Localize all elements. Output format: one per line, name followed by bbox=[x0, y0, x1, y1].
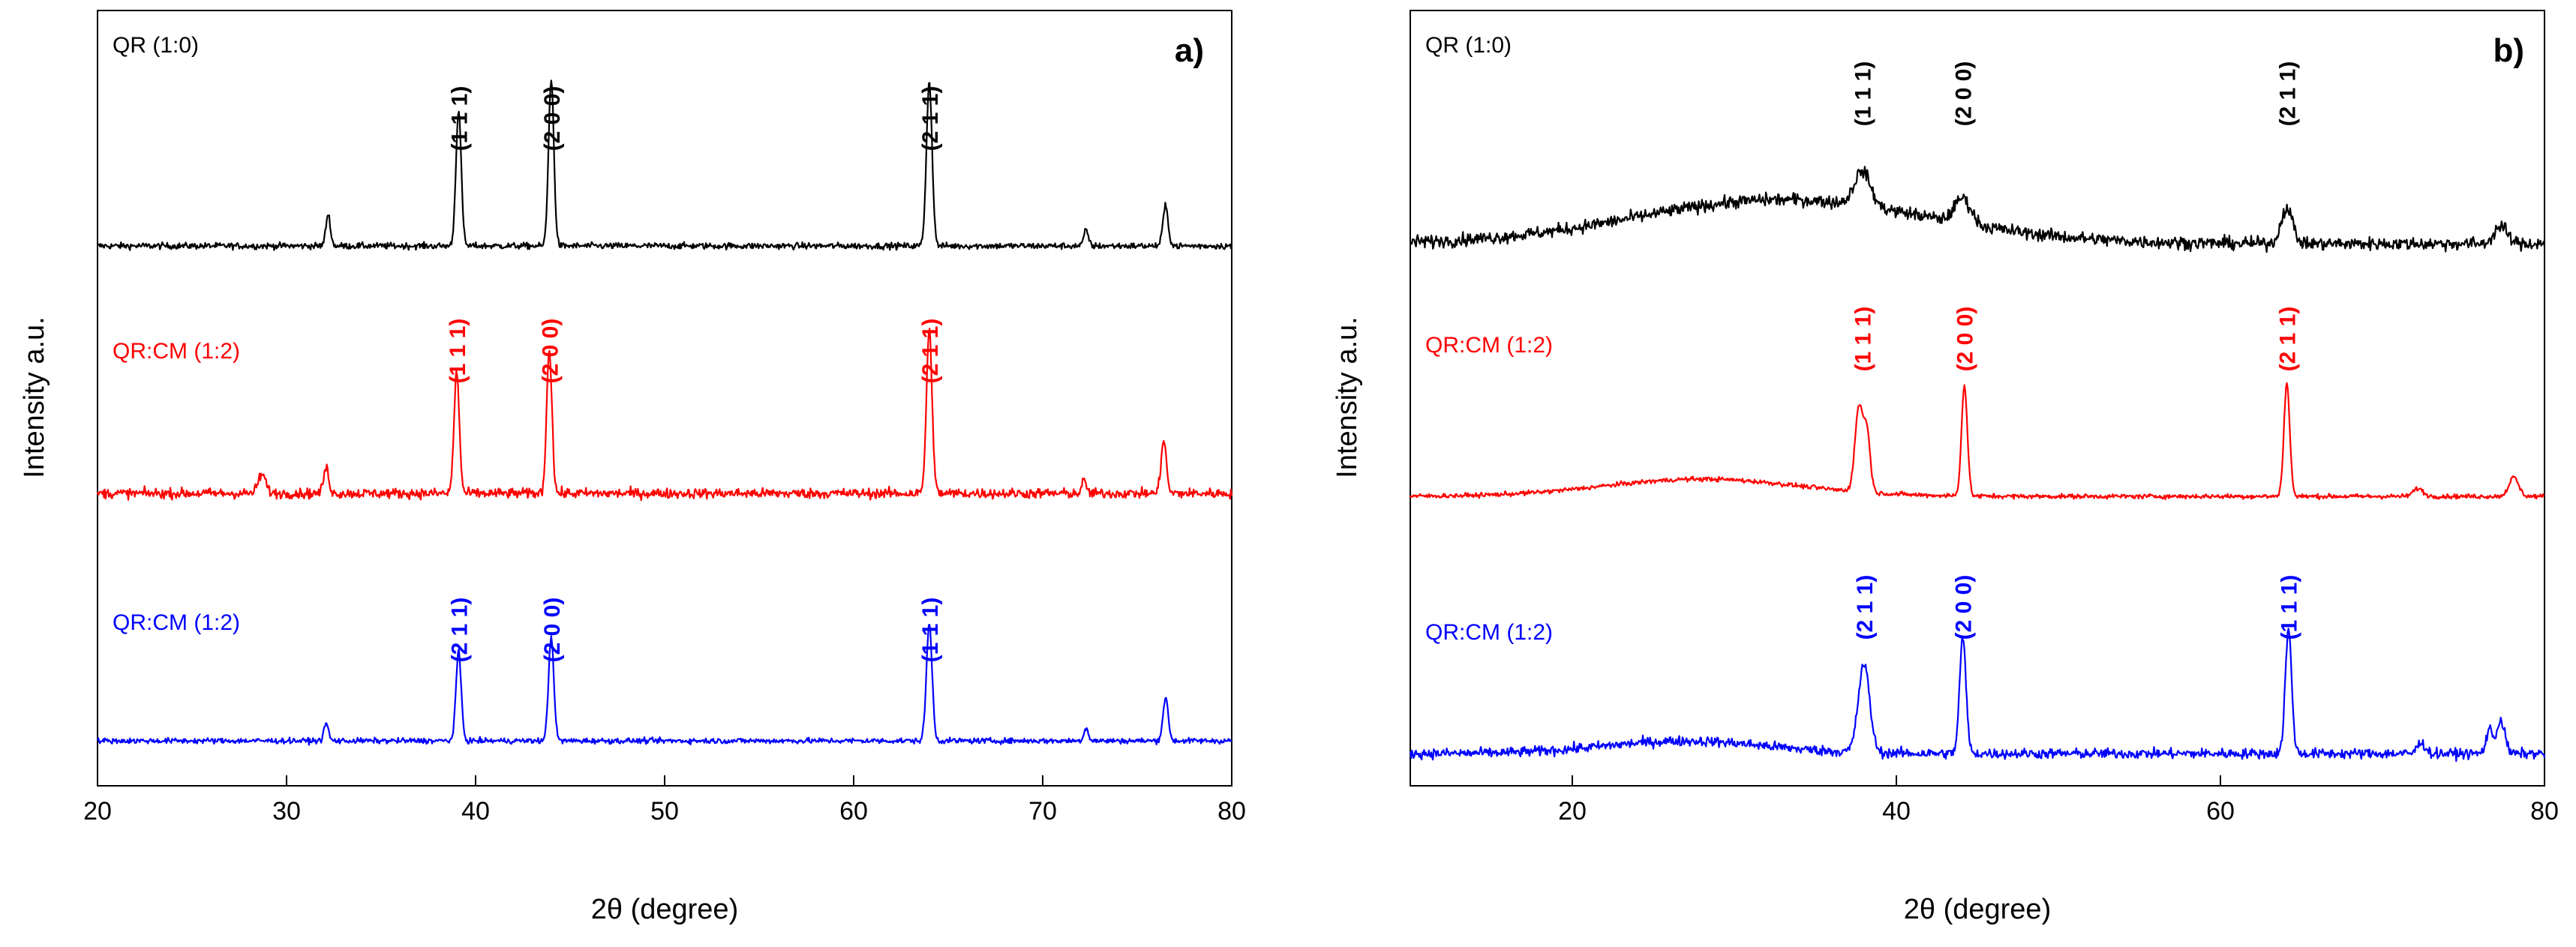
peak-index-label: (2 1 1) bbox=[2276, 307, 2301, 372]
x-tick-label: 80 bbox=[1217, 797, 1246, 826]
x-tick-label: 50 bbox=[650, 797, 679, 826]
peak-index-label: (1 1 1) bbox=[2277, 575, 2302, 640]
series-label: QR:CM (1:2) bbox=[1425, 333, 1553, 358]
series-group-b: QR (1:0) (1 1 1) (2 0 0) (2 1 1) QR:CM (1:2)… bbox=[1409, 33, 2546, 763]
peak-index-label: (2 0 0) bbox=[1953, 307, 1978, 372]
x-tick-label: 40 bbox=[461, 797, 490, 826]
peak-index-label: (1 1 1) bbox=[446, 319, 470, 384]
panel-b: 20 40 60 80 QR (1:0)(1 1 1) (2 0 0) (2 1 1)QR… bbox=[1332, 10, 2559, 925]
peak-index-label: (2 1 1) bbox=[1853, 575, 1878, 640]
panel-letter-b: b) bbox=[2493, 32, 2524, 69]
peak-index-label: (2 1 1) bbox=[918, 86, 943, 151]
series-label: QR:CM (1:2) bbox=[1425, 620, 1553, 645]
peak-index-label: (1 1 1) bbox=[1851, 307, 1876, 372]
series-label: QR:CM (1:2) bbox=[113, 610, 240, 635]
peak-index-label: (2 0 0) bbox=[540, 86, 565, 151]
series-label: QR (1:0) bbox=[113, 33, 199, 58]
series-label: QR:CM (1:2) bbox=[113, 339, 240, 364]
peak-index-label: (2 0 0) bbox=[1952, 575, 1977, 640]
panel-a: 20 30 40 50 60 70 80 QR (1:0) (1 1 1) (2 0 0) (2 … bbox=[19, 10, 1246, 925]
panel-letter-a: a) bbox=[1175, 32, 1204, 69]
series-line bbox=[1409, 166, 2546, 253]
x-tick-label: 60 bbox=[839, 797, 868, 826]
peak-index-label: (2 1 1) bbox=[918, 319, 943, 384]
series-line bbox=[1410, 382, 2545, 500]
plot-frame-a bbox=[97, 10, 1232, 787]
series-line bbox=[96, 328, 1233, 502]
series-group-a: QR (1:0) (1 1 1) (2 0 0) (2 1 1) QR:CM (1:2)… bbox=[96, 33, 1233, 746]
x-tick-label: 80 bbox=[2530, 797, 2559, 826]
peak-index-label: (1 1 1) bbox=[1851, 61, 1876, 127]
x-axis-label-b: 2θ (degree) bbox=[1904, 894, 2051, 925]
x-tick-label: 30 bbox=[272, 797, 301, 826]
series-line bbox=[97, 79, 1233, 251]
plot-frame-b bbox=[1410, 10, 2545, 787]
y-axis-label-a: Intensity a.u. bbox=[19, 316, 50, 478]
x-axis-label-a: 2θ (degree) bbox=[591, 894, 738, 925]
series-line bbox=[1409, 628, 2546, 763]
x-tick-label: 60 bbox=[2206, 797, 2235, 826]
x-ticks-b: 20 40 60 80 bbox=[1558, 775, 2559, 826]
x-tick-label: 20 bbox=[1558, 797, 1587, 826]
x-tick-label: 70 bbox=[1028, 797, 1057, 826]
series-label: QR (1:0) bbox=[1425, 33, 1512, 58]
peak-index-label: (2 1 1) bbox=[447, 598, 472, 663]
x-tick-label: 40 bbox=[1882, 797, 1911, 826]
peak-index-label: (1 1 1) bbox=[918, 598, 943, 663]
x-ticks-a: 20 30 40 50 60 70 80 bbox=[83, 775, 1246, 826]
peak-index-label: (2 0 0) bbox=[1952, 61, 1977, 127]
series-line bbox=[96, 624, 1232, 746]
peak-index-label: (2 0 0) bbox=[540, 598, 565, 663]
peak-index-label: (1 1 1) bbox=[447, 86, 472, 151]
y-axis-label-b: Intensity a.u. bbox=[1332, 316, 1363, 478]
peak-index-label: (2 0 0) bbox=[538, 319, 563, 384]
x-tick-label: 20 bbox=[83, 797, 112, 826]
peak-index-label: (2 1 1) bbox=[2276, 61, 2301, 127]
